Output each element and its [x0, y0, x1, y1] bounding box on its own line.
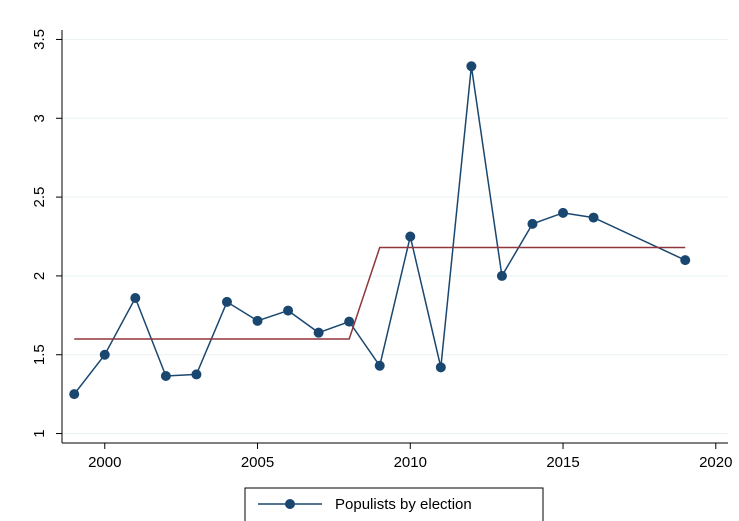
legend-label: Populists by election — [335, 496, 472, 513]
point — [221, 296, 232, 307]
x-tick-label: 2005 — [241, 454, 274, 471]
point — [69, 389, 80, 400]
point — [680, 255, 691, 266]
point — [130, 292, 141, 303]
point — [283, 305, 294, 316]
point — [558, 207, 569, 218]
y-tick-label: 1.5 — [31, 344, 48, 365]
point — [496, 270, 507, 281]
point — [405, 231, 416, 242]
y-tick-label: 3.5 — [31, 29, 48, 50]
y-tick-label: 3 — [31, 114, 48, 122]
y-tick-label: 1 — [31, 429, 48, 437]
x-tick-label: 2000 — [88, 454, 121, 471]
series-line — [74, 246, 686, 340]
x-tick-label: 2015 — [546, 454, 579, 471]
point — [99, 349, 110, 360]
y-tick-label: 2.5 — [31, 187, 48, 208]
point — [344, 316, 355, 327]
legend-marker — [285, 499, 295, 509]
point — [435, 362, 446, 373]
point — [466, 61, 477, 72]
y-tick-label: 2 — [31, 272, 48, 280]
point — [374, 360, 385, 371]
point — [252, 315, 263, 326]
point — [527, 218, 538, 229]
point — [191, 369, 202, 380]
point — [160, 371, 171, 382]
x-tick-label: 2020 — [699, 454, 732, 471]
point — [313, 327, 324, 338]
x-tick-label: 2010 — [394, 454, 427, 471]
point — [588, 212, 599, 223]
